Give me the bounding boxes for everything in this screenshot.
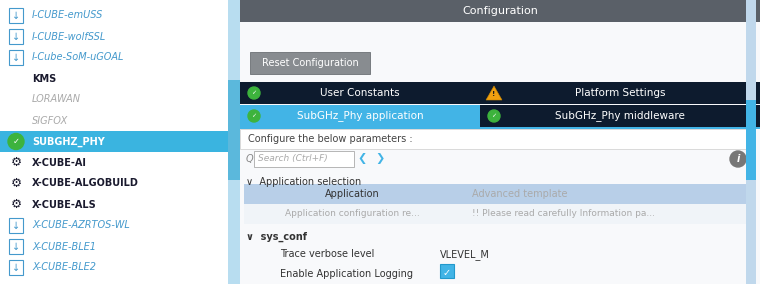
Bar: [0, 131, 228, 152]
Circle shape: [8, 133, 24, 149]
Bar: [9, 50, 23, 65]
Text: Application: Application: [325, 189, 379, 199]
Bar: [228, 0, 240, 284]
Text: SubGHz_Phy middleware: SubGHz_Phy middleware: [555, 110, 685, 122]
Bar: [228, 80, 240, 180]
Text: SIGFOX: SIGFOX: [32, 116, 68, 126]
Bar: [250, 52, 370, 74]
Bar: [244, 204, 746, 224]
Text: KMS: KMS: [32, 74, 56, 83]
Circle shape: [488, 110, 500, 122]
Text: I-CUBE-wolfSSL: I-CUBE-wolfSSL: [32, 32, 106, 41]
Text: X-CUBE-BLE1: X-CUBE-BLE1: [32, 241, 96, 252]
Text: ↓: ↓: [12, 262, 20, 273]
Text: ✓: ✓: [252, 91, 257, 95]
Circle shape: [248, 110, 260, 122]
Text: X-CUBE-AI: X-CUBE-AI: [32, 158, 87, 168]
Bar: [9, 8, 23, 23]
Text: ✓: ✓: [443, 268, 451, 278]
Text: !: !: [492, 91, 496, 97]
Text: Trace verbose level: Trace verbose level: [280, 249, 375, 259]
Bar: [9, 218, 23, 233]
Bar: [480, 82, 760, 104]
Text: Configure the below parameters :: Configure the below parameters :: [248, 134, 413, 144]
Text: ⚙: ⚙: [11, 156, 21, 169]
Bar: [9, 260, 23, 275]
Text: User Constants: User Constants: [320, 88, 400, 98]
Bar: [480, 105, 760, 127]
Bar: [240, 129, 750, 149]
Bar: [240, 0, 760, 284]
Text: !! Please read carefully Information pa...: !! Please read carefully Information pa.…: [472, 210, 655, 218]
Bar: [746, 0, 756, 284]
Bar: [240, 22, 760, 284]
Text: ↓: ↓: [12, 241, 20, 252]
Text: LORAWAN: LORAWAN: [32, 95, 81, 105]
Bar: [440, 264, 454, 278]
Text: Reset Configuration: Reset Configuration: [261, 58, 359, 68]
Bar: [240, 127, 760, 129]
Text: ✓: ✓: [492, 114, 496, 118]
Text: Q: Q: [246, 154, 254, 164]
Text: X-CUBE-ALS: X-CUBE-ALS: [32, 199, 97, 210]
Bar: [746, 100, 756, 180]
Text: ↓: ↓: [12, 11, 20, 20]
Text: ❯: ❯: [375, 153, 385, 164]
Text: Application configuration re...: Application configuration re...: [285, 210, 420, 218]
Text: ✓: ✓: [12, 137, 20, 146]
Polygon shape: [486, 86, 502, 100]
Text: I-CUBE-emUSS: I-CUBE-emUSS: [32, 11, 103, 20]
Text: ∨  Application selection: ∨ Application selection: [246, 177, 361, 187]
Text: SUBGHZ_PHY: SUBGHZ_PHY: [32, 136, 105, 147]
Bar: [254, 151, 354, 167]
Text: ❮: ❮: [357, 153, 366, 164]
Text: Platform Settings: Platform Settings: [575, 88, 665, 98]
Text: X-CUBE-ALGOBUILD: X-CUBE-ALGOBUILD: [32, 179, 139, 189]
Bar: [9, 29, 23, 44]
Text: Search (Ctrl+F): Search (Ctrl+F): [258, 154, 328, 164]
Text: ↓: ↓: [12, 53, 20, 62]
Bar: [240, 105, 480, 127]
Text: I-Cube-SoM-uGOAL: I-Cube-SoM-uGOAL: [32, 53, 125, 62]
Text: Configuration: Configuration: [462, 6, 538, 16]
Text: SubGHz_Phy application: SubGHz_Phy application: [296, 110, 423, 122]
Text: ↓: ↓: [12, 220, 20, 231]
Bar: [244, 184, 746, 204]
Text: X-CUBE-BLE2: X-CUBE-BLE2: [32, 262, 96, 273]
Bar: [240, 82, 480, 104]
Text: X-CUBE-AZRTOS-WL: X-CUBE-AZRTOS-WL: [32, 220, 130, 231]
Circle shape: [730, 151, 746, 167]
Text: ↓: ↓: [12, 32, 20, 41]
Text: ⚙: ⚙: [11, 198, 21, 211]
Text: Enable Application Logging: Enable Application Logging: [280, 269, 413, 279]
Text: Advanced template: Advanced template: [472, 189, 568, 199]
Bar: [240, 0, 760, 22]
Text: ∨  sys_conf: ∨ sys_conf: [246, 232, 307, 242]
Bar: [9, 239, 23, 254]
Text: ⚙: ⚙: [11, 177, 21, 190]
Text: ✓: ✓: [252, 114, 257, 118]
Bar: [0, 0, 228, 284]
Text: i: i: [736, 154, 739, 164]
Circle shape: [248, 87, 260, 99]
Text: VLEVEL_M: VLEVEL_M: [440, 249, 490, 260]
